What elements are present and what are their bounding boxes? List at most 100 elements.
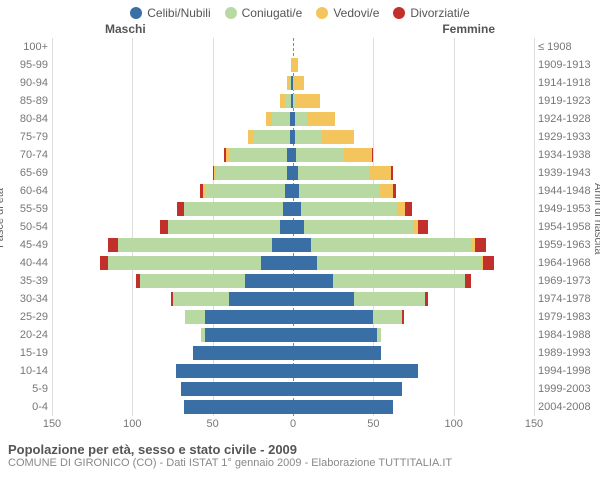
bar-segment xyxy=(205,184,285,198)
male-half xyxy=(52,362,293,380)
bar-segment xyxy=(298,166,369,180)
gender-labels: Maschi Femmine xyxy=(0,22,600,38)
legend-swatch xyxy=(393,7,405,19)
birth-year-label: 1949-1953 xyxy=(538,200,600,218)
pyramid-row xyxy=(52,326,534,344)
legend-label: Celibi/Nubili xyxy=(147,6,210,20)
age-label: 10-14 xyxy=(0,362,48,380)
bar-segment xyxy=(261,256,293,270)
male-half xyxy=(52,110,293,128)
pyramid-row xyxy=(52,110,534,128)
female-half xyxy=(293,344,534,362)
bar-segment xyxy=(100,256,108,270)
age-label: 100+ xyxy=(0,38,48,56)
bar-segment xyxy=(280,220,293,234)
bar-segment xyxy=(295,130,322,144)
bar-segment xyxy=(296,148,344,162)
male-half xyxy=(52,38,293,56)
male-half xyxy=(52,398,293,416)
bar-segment xyxy=(245,274,293,288)
bar-segment xyxy=(293,256,317,270)
bar-segment xyxy=(483,256,494,270)
birth-year-label: 1999-2003 xyxy=(538,380,600,398)
female-half xyxy=(293,308,534,326)
pyramid-row xyxy=(52,254,534,272)
bar-segment xyxy=(108,238,118,252)
bar-segment xyxy=(296,94,320,108)
x-tick: 100 xyxy=(123,418,141,430)
bar-segment xyxy=(160,220,168,234)
female-half xyxy=(293,362,534,380)
bar-segment xyxy=(405,202,411,216)
pyramid-row xyxy=(52,380,534,398)
chart-title: Popolazione per età, sesso e stato civil… xyxy=(8,442,592,457)
male-half xyxy=(52,146,293,164)
birth-year-label: 1984-1988 xyxy=(538,326,600,344)
bar-segment xyxy=(229,148,287,162)
age-label: 30-34 xyxy=(0,290,48,308)
chart: Fasce di età Anni di nascita 100+95-9990… xyxy=(0,38,600,438)
pyramid-row xyxy=(52,218,534,236)
age-label: 55-59 xyxy=(0,200,48,218)
x-tick: 50 xyxy=(207,418,219,430)
bar-segment xyxy=(176,364,293,378)
female-half xyxy=(293,92,534,110)
legend-swatch xyxy=(130,7,142,19)
x-tick: 0 xyxy=(290,418,296,430)
label-female: Femmine xyxy=(442,22,495,36)
bar-segment xyxy=(168,220,280,234)
pyramid-row xyxy=(52,164,534,182)
bar-segment xyxy=(184,202,284,216)
female-half xyxy=(293,74,534,92)
age-label: 15-19 xyxy=(0,344,48,362)
age-label: 25-29 xyxy=(0,308,48,326)
bar-segment xyxy=(293,274,333,288)
bar-segment xyxy=(193,346,293,360)
bar-segment xyxy=(293,382,402,396)
birth-year-label: 1964-1968 xyxy=(538,254,600,272)
bar-segment xyxy=(299,184,379,198)
bar-segment xyxy=(372,148,374,162)
bar-segment xyxy=(229,292,293,306)
birth-year-label: ≤ 1908 xyxy=(538,38,600,56)
age-label: 65-69 xyxy=(0,164,48,182)
male-half xyxy=(52,200,293,218)
x-tick: 50 xyxy=(367,418,379,430)
x-axis: 15010050050100150 xyxy=(52,418,534,438)
pyramid-row xyxy=(52,74,534,92)
age-label: 0-4 xyxy=(0,398,48,416)
bar-segment xyxy=(333,274,465,288)
male-half xyxy=(52,182,293,200)
bar-segment xyxy=(108,256,261,270)
bar-segment xyxy=(272,238,293,252)
bar-segment xyxy=(322,130,354,144)
bar-segment xyxy=(301,202,397,216)
female-half xyxy=(293,146,534,164)
birth-year-label: 1924-1928 xyxy=(538,110,600,128)
birth-year-label: 1959-1963 xyxy=(538,236,600,254)
bar-segment xyxy=(418,220,428,234)
gridline xyxy=(534,38,535,416)
age-label: 80-84 xyxy=(0,110,48,128)
pyramid-row xyxy=(52,308,534,326)
y-axis-left: 100+95-9990-9485-8980-8475-7970-7465-696… xyxy=(0,38,48,416)
birth-year-label: 1909-1913 xyxy=(538,56,600,74)
birth-year-label: 1934-1938 xyxy=(538,146,600,164)
pyramid-row xyxy=(52,362,534,380)
female-half xyxy=(293,290,534,308)
bar-segment xyxy=(173,292,229,306)
female-half xyxy=(293,128,534,146)
male-half xyxy=(52,290,293,308)
birth-year-label: 1989-1993 xyxy=(538,344,600,362)
bar-segment xyxy=(272,112,290,126)
male-half xyxy=(52,92,293,110)
bar-segment xyxy=(283,202,293,216)
x-tick: 150 xyxy=(43,418,61,430)
female-half xyxy=(293,164,534,182)
male-half xyxy=(52,254,293,272)
bar-segment xyxy=(369,166,391,180)
age-label: 85-89 xyxy=(0,92,48,110)
birth-year-label: 1929-1933 xyxy=(538,128,600,146)
x-tick: 150 xyxy=(525,418,543,430)
bar-segment xyxy=(397,202,405,216)
